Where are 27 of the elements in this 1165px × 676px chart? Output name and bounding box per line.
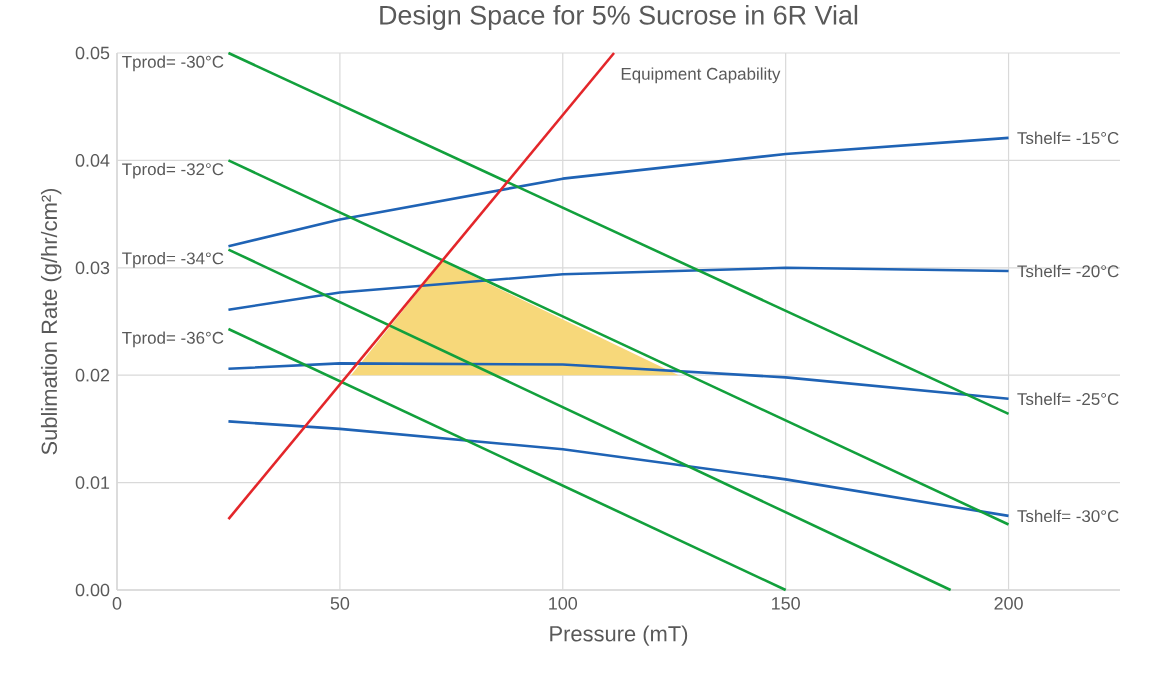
y-tick-label: 0.05 <box>75 46 110 60</box>
y-tick-label: 0.01 <box>75 476 110 489</box>
chart-title: Design Space for 5% Sucrose in 6R Vial <box>380 4 858 31</box>
x-tick-label: 50 <box>330 597 350 610</box>
x-tick-label: 200 <box>994 597 1023 610</box>
series-label: Tshelf= -20°C <box>1017 264 1119 278</box>
series-label: Tprod= -30°C <box>122 55 224 72</box>
y-tick-label: 0.04 <box>75 154 110 167</box>
series-label: Tshelf= -15°C <box>1017 131 1119 145</box>
x-tick-label: 0 <box>112 597 122 610</box>
x-axis-title: Pressure (mT) <box>550 625 688 646</box>
y-tick-label: 0.02 <box>75 368 110 382</box>
line-series <box>227 266 1010 311</box>
line-series <box>227 362 1010 401</box>
x-tick-label: 150 <box>772 597 800 610</box>
y-tick-label: 0.03 <box>75 261 110 275</box>
series-label: Equipment Capability <box>621 67 781 84</box>
x-tick-label: 100 <box>549 597 578 610</box>
y-tick-label: 0.00 <box>75 583 110 597</box>
series-label: Tshelf= -25°C <box>1017 392 1119 406</box>
y-axis-title: Sublimation Rate (g/hr/cm²) <box>40 188 62 455</box>
series-label: Tprod= -36°C <box>122 331 224 348</box>
series-label: Tprod= -32°C <box>122 162 224 179</box>
line-series <box>227 420 1010 518</box>
series-label: Tprod= -34°C <box>122 251 224 268</box>
line-series <box>227 136 1010 248</box>
series-label: Tshelf= -30°C <box>1017 509 1119 523</box>
